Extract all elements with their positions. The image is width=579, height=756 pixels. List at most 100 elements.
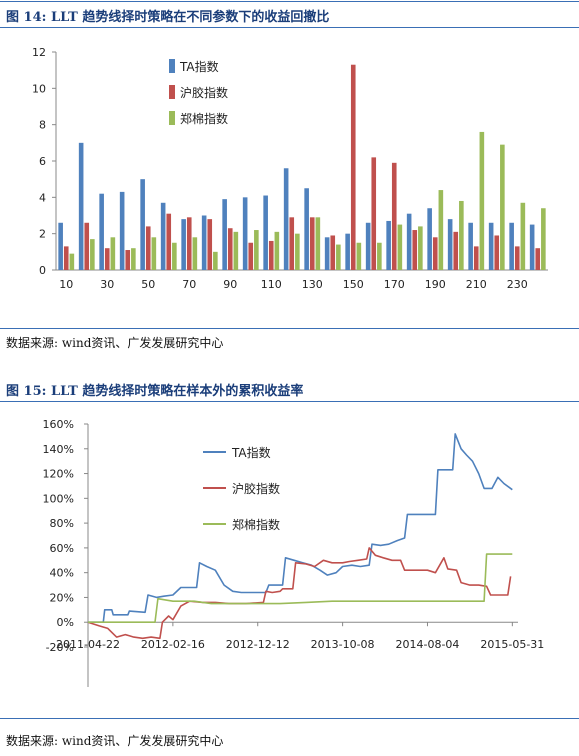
bar xyxy=(468,222,473,270)
bar xyxy=(242,197,248,270)
x-tick-label: 70 xyxy=(182,278,196,291)
bar xyxy=(418,226,423,270)
bar xyxy=(324,237,330,270)
y-tick-label: 0% xyxy=(57,616,74,629)
x-tick-label: 2011-04-22 xyxy=(56,638,120,651)
x-tick-label: 10 xyxy=(59,278,73,291)
y-tick-label: 160% xyxy=(43,418,74,431)
bar xyxy=(309,217,315,270)
x-tick-label: 2014-08-04 xyxy=(396,638,460,651)
bar xyxy=(186,217,192,270)
x-tick-label: 210 xyxy=(466,278,487,291)
series-line xyxy=(88,553,513,623)
bar xyxy=(330,235,336,270)
bar xyxy=(473,246,479,270)
y-tick-label: 100% xyxy=(43,492,74,505)
bar xyxy=(283,168,289,270)
bar xyxy=(529,224,535,270)
figure-15-bottom-rule xyxy=(0,718,579,719)
bar xyxy=(166,213,172,270)
bar xyxy=(500,144,505,270)
figure-14-title-rule xyxy=(0,27,579,28)
bar xyxy=(447,219,453,270)
y-tick-label: 0 xyxy=(39,264,46,277)
bar xyxy=(520,202,526,270)
bar xyxy=(69,253,75,270)
x-tick-label: 110 xyxy=(261,278,282,291)
bar xyxy=(160,202,166,270)
bar xyxy=(397,224,403,270)
figure-15-title-rule xyxy=(0,401,579,402)
legend-label: 沪胶指数 xyxy=(180,85,228,100)
x-tick-label: 230 xyxy=(507,278,528,291)
y-tick-label: 20% xyxy=(50,591,74,604)
bar xyxy=(151,237,157,270)
bar xyxy=(365,222,371,270)
x-tick-label: 190 xyxy=(425,278,446,291)
x-tick-label: 2012-12-12 xyxy=(226,638,290,651)
bar xyxy=(84,222,90,270)
bar xyxy=(514,246,520,270)
figure-14-bar-chart: 0 2 4 6 8 10 12 10 30 50 70 90 110 130 150 170 190 210 23… xyxy=(32,46,548,291)
bar xyxy=(99,193,104,270)
bar xyxy=(274,231,280,270)
bar xyxy=(350,64,356,270)
bar xyxy=(78,142,84,270)
y-tick-label: 8 xyxy=(39,119,46,132)
legend-label: 郑棉指数 xyxy=(180,111,228,126)
bar xyxy=(371,157,377,270)
bar xyxy=(356,242,362,270)
bar xyxy=(377,242,382,270)
bar xyxy=(304,188,309,270)
bar xyxy=(509,222,514,270)
y-tick-label: 4 xyxy=(39,191,46,204)
series-line xyxy=(88,433,513,623)
bar xyxy=(453,231,459,270)
bar xyxy=(391,162,397,270)
bar xyxy=(479,131,485,270)
bar xyxy=(110,237,116,270)
bar xyxy=(213,251,218,270)
bar xyxy=(90,239,95,270)
bar xyxy=(63,246,69,270)
bar xyxy=(192,237,198,270)
legend-swatch xyxy=(169,85,175,99)
y-tick-label: 140% xyxy=(43,443,74,456)
x-tick-label: 150 xyxy=(343,278,364,291)
legend-label: 郑棉指数 xyxy=(232,517,280,532)
figure-15-title: 图 15: LLT 趋势线择时策略在样本外的累积收益率 xyxy=(6,384,304,399)
x-tick-label: 2013-10-08 xyxy=(311,638,375,651)
bar xyxy=(438,190,444,270)
y-tick-label: 60% xyxy=(50,542,74,555)
legend-label: 沪胶指数 xyxy=(232,481,280,496)
bar xyxy=(201,215,207,270)
bar xyxy=(140,179,145,270)
y-tick-label: 80% xyxy=(50,517,74,530)
x-tick-label: 2015-05-31 xyxy=(480,638,544,651)
bar xyxy=(172,242,177,270)
bar xyxy=(131,248,136,270)
x-tick-label: 2012-02-16 xyxy=(141,638,205,651)
bar xyxy=(254,230,259,270)
y-tick-label: 40% xyxy=(50,567,74,580)
figure-15-source: 数据来源: wind资讯、广发发展研究中心 xyxy=(6,734,224,748)
bar xyxy=(427,208,432,270)
legend-swatch xyxy=(169,59,175,73)
figure-14-source: 数据来源: wind资讯、广发发展研究中心 xyxy=(6,336,224,350)
x-tick-label: 90 xyxy=(223,278,237,291)
bar xyxy=(125,250,131,270)
bar xyxy=(535,248,541,270)
bar xyxy=(295,233,300,270)
y-tick-label: 12 xyxy=(32,46,46,59)
legend-label: TA指数 xyxy=(231,445,271,460)
bar xyxy=(432,237,438,270)
bar xyxy=(336,244,341,270)
y-tick-label: 10 xyxy=(32,82,46,95)
figure-14-title: 图 14: LLT 趋势线择时策略在不同参数下的收益回撤比 xyxy=(6,10,330,25)
series-line xyxy=(87,547,512,640)
bar xyxy=(268,240,274,270)
bar xyxy=(488,222,494,270)
bar xyxy=(541,208,546,270)
y-tick-label: 2 xyxy=(39,228,46,241)
bar xyxy=(459,200,464,270)
